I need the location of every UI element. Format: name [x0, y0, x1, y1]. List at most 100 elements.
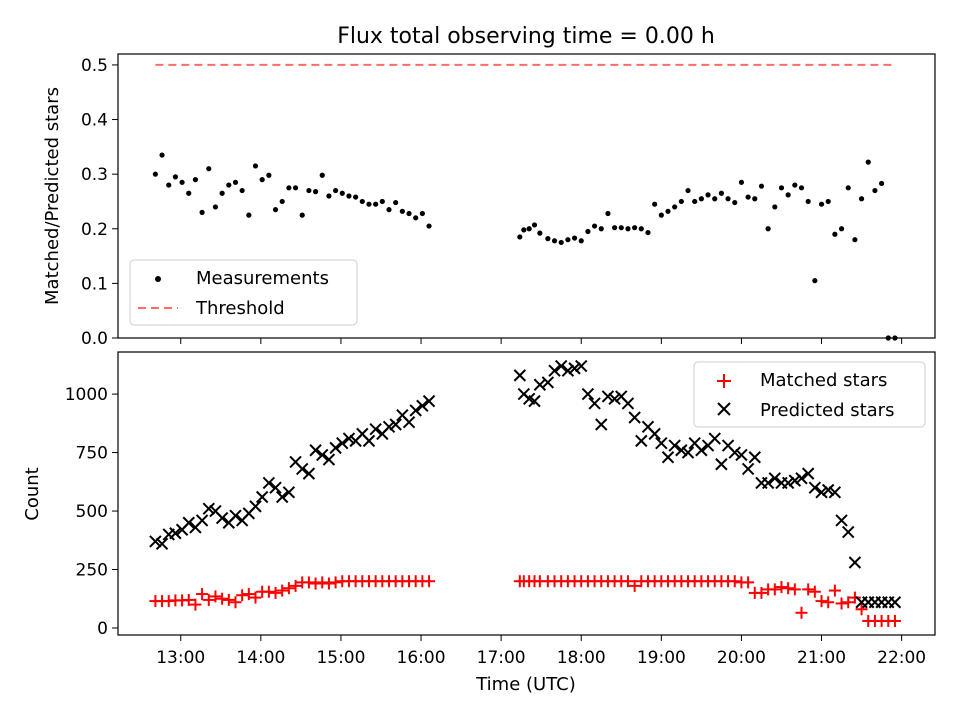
matched-stars-point — [329, 576, 342, 589]
predicted-stars-point — [215, 511, 229, 525]
bottom-y-axis-label: Count — [22, 467, 43, 520]
measurement-point — [531, 222, 538, 228]
measurement-point — [286, 185, 292, 191]
matched-stars-point — [802, 583, 815, 596]
matched-stars-point — [302, 576, 315, 589]
measurement-point — [373, 201, 379, 207]
measurement-point — [645, 229, 651, 236]
measurement-point — [778, 185, 785, 191]
matched-stars-point — [768, 583, 781, 596]
measurement-point — [571, 235, 578, 241]
x-tick-label: 22:00 — [877, 648, 926, 668]
top-plot-frame — [117, 53, 936, 339]
matched-stars-point — [782, 582, 795, 595]
measurement-point — [232, 179, 239, 185]
matched-stars-point — [815, 595, 828, 608]
predicted-stars-point — [402, 415, 416, 429]
predicted-stars-point — [541, 376, 555, 389]
matched-stars-point — [755, 586, 768, 599]
predicted-stars-point — [842, 525, 855, 539]
top-panel: Flux total observing time = 0.00 h 0.0 0.… — [42, 24, 936, 349]
top-y-tick-label: 0.0 — [81, 329, 108, 349]
measurement-point — [346, 193, 352, 199]
matched-stars-point — [189, 598, 202, 611]
measurement-point — [545, 236, 551, 242]
measurement-point — [892, 335, 898, 341]
matched-stars-point — [216, 592, 229, 605]
measurement-point — [172, 174, 179, 180]
predicted-stars-point — [715, 458, 728, 471]
matched-stars-point — [209, 590, 222, 603]
matched-stars-point — [628, 579, 641, 592]
matched-stars-point — [249, 591, 262, 604]
bottom-y-tick-label: 500 — [76, 502, 108, 522]
predicted-stars-point — [815, 486, 828, 499]
predicted-stars-point — [648, 427, 661, 441]
bottom-panel: 0 250 500 750 1000 13:00 14:00 15:00 16:00 17:00… — [22, 351, 936, 695]
measurement-point — [625, 226, 631, 232]
top-y-tick-label: 0.3 — [81, 165, 108, 185]
top-y-tick-label: 0.5 — [81, 56, 108, 76]
predicted-stars-point — [735, 448, 748, 462]
bottom-plot-frame — [117, 351, 936, 636]
predicted-stars-point — [681, 446, 695, 459]
measurement-point — [678, 198, 684, 205]
measurement-point — [685, 187, 691, 194]
top-legend-box — [129, 259, 358, 326]
predicted-stars-point — [302, 467, 316, 480]
measurement-point — [406, 210, 412, 217]
predicted-stars-point — [155, 537, 169, 550]
top-y-tick-label: 0.4 — [81, 111, 108, 131]
measurement-point — [692, 198, 698, 205]
matched-stars-point — [316, 576, 329, 589]
x-tick-label: 16:00 — [397, 648, 446, 668]
predicted-stars-point — [581, 387, 595, 401]
x-tick-label: 14:00 — [236, 648, 285, 668]
predicted-stars-point — [635, 434, 648, 448]
matched-stars-point — [289, 579, 302, 592]
predicted-stars-point — [533, 378, 547, 391]
bottom-legend-box — [693, 361, 926, 428]
legend-x-icon — [717, 402, 731, 416]
matched-stars-point — [262, 585, 275, 598]
top-x-axis — [180, 338, 903, 344]
predicted-stars-point — [848, 556, 862, 569]
predicted-stars-point — [416, 399, 429, 413]
predicted-stars-point — [282, 486, 296, 499]
measurement-point — [179, 179, 185, 185]
measurement-point — [812, 278, 818, 284]
matched-stars-point — [788, 583, 801, 596]
measurement-point — [332, 187, 339, 194]
measurement-point — [537, 230, 543, 236]
measurement-point — [312, 189, 319, 195]
chart-title: Flux total observing time = 0.00 h — [337, 24, 715, 49]
bottom-x-axis: 13:00 14:00 15:00 16:00 17:00 18:00 19:00 20:00… — [156, 635, 926, 668]
predicted-stars-point — [316, 448, 329, 462]
predicted-stars-point — [169, 527, 182, 540]
predicted-stars-point — [821, 483, 835, 497]
matched-stars-point — [808, 585, 821, 598]
top-y-axis-label: Matched/Predicted stars — [42, 87, 63, 305]
predicted-stars-point — [342, 432, 356, 445]
measurement-point — [738, 179, 745, 185]
measurement-point — [252, 163, 259, 169]
measurement-point — [521, 227, 527, 233]
matched-stars-point — [182, 593, 195, 606]
top-legend: Measurements Threshold — [129, 259, 358, 326]
matched-stars-point — [196, 588, 209, 601]
measurement-point — [386, 207, 392, 213]
matched-stars-point — [222, 593, 235, 606]
x-tick-label: 20:00 — [717, 648, 766, 668]
measurement-point — [413, 215, 419, 221]
predicted-stars-point — [568, 362, 581, 375]
top-y-tick-label: 0.2 — [81, 220, 108, 240]
matched-stars-point — [848, 591, 861, 604]
measurement-point — [618, 225, 624, 231]
matched-stars-point — [822, 596, 835, 609]
x-tick-label: 19:00 — [637, 648, 686, 668]
x-tick-label: 13:00 — [156, 648, 205, 668]
predicted-stars-point — [555, 359, 568, 373]
bottom-y-tick-label: 250 — [76, 561, 108, 581]
matched-stars-point — [309, 577, 322, 590]
measurement-point — [366, 201, 372, 207]
